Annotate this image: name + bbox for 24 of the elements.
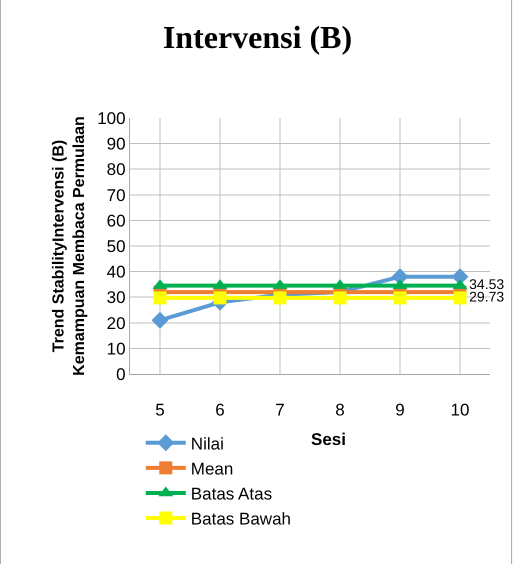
- y-tick-label: 70: [106, 186, 126, 205]
- y-tick-label: 10: [106, 339, 126, 358]
- y-tick-label: 60: [106, 211, 126, 230]
- legend-label: Mean: [190, 459, 234, 478]
- y-tick-label: 20: [106, 314, 126, 333]
- x-tick-label: 9: [395, 400, 405, 420]
- y-tick-label: 80: [106, 160, 126, 180]
- y-tick-label: 90: [106, 134, 126, 154]
- legend-label: Nilai: [190, 434, 224, 454]
- x-tick-label: 10: [450, 400, 470, 420]
- x-tick-label: 8: [335, 400, 345, 420]
- y-axis-title: Trend StabilityIntervensi (B) Kemampuan Membaca Permulaan: [50, 116, 88, 376]
- x-tick-label: 6: [215, 400, 225, 420]
- y-tick-label: 40: [106, 262, 126, 282]
- y-tick-label: 100: [97, 108, 126, 128]
- legend-label: Batas Atas: [190, 484, 272, 504]
- legend-label: Batas Bawah: [190, 510, 291, 529]
- x-axis-title: Sesi: [311, 430, 346, 449]
- x-tick-label: 7: [275, 400, 285, 420]
- y-tick-label: 50: [106, 236, 126, 256]
- y-tick-label: 0: [116, 364, 126, 384]
- y-tick-label: 30: [106, 288, 126, 308]
- x-tick-label: 5: [155, 400, 165, 420]
- chart-title: Intervensi (B): [162, 18, 352, 55]
